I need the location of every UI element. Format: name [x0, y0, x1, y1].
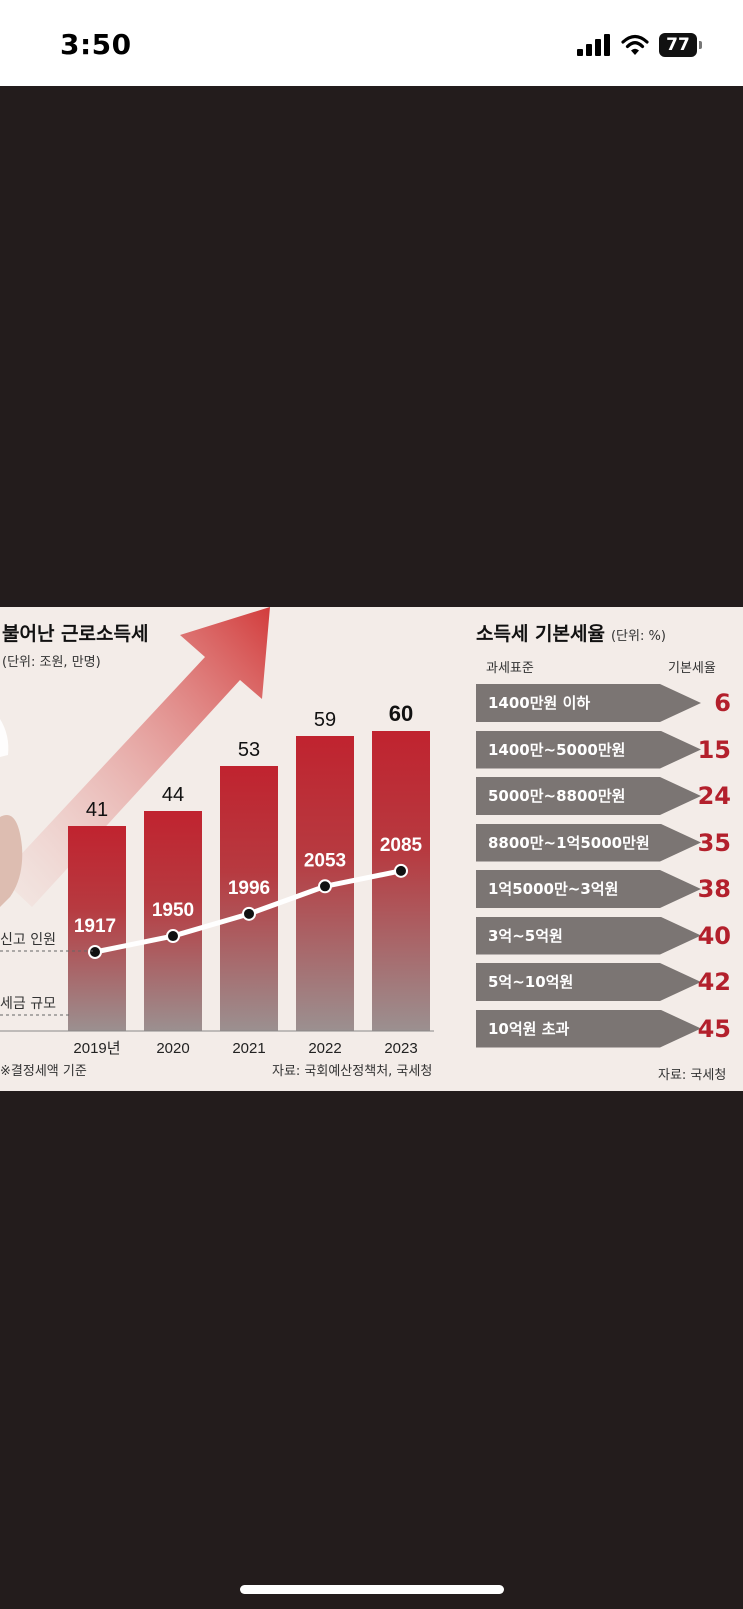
left-source: 자료: 국회예산정책처, 국세청: [272, 1064, 433, 1079]
rate-value: 15: [697, 735, 731, 764]
rate-bar: [476, 963, 701, 1001]
rate-bar: [476, 730, 701, 769]
rate-value: 24: [697, 782, 731, 810]
hand-icon: [0, 815, 23, 907]
rate-value: 38: [697, 875, 731, 903]
left-chart-unit: (단위: 조원, 만명): [2, 655, 101, 670]
bar-series: [68, 731, 430, 1031]
hand-illustration: [0, 719, 23, 907]
rate-row-1: 1400만~5000만원 15: [476, 730, 733, 769]
rate-value: 35: [697, 828, 731, 857]
x-axis-labels: 2019년 2020 2021 2022 2023: [73, 1040, 417, 1057]
bar-value-labels: 41 44 53 59 60: [86, 701, 413, 821]
decorative-arrow: [0, 607, 270, 907]
line-point-2: [242, 906, 256, 921]
arrow-icon: [0, 607, 270, 907]
x-tick-label-4: 2023: [384, 1040, 417, 1057]
rate-row-0: 1400만원 이하 6: [476, 684, 733, 722]
legend-tax: 세금 규모: [0, 996, 56, 1012]
bracket-label: 1억5000만~3억원: [488, 880, 619, 898]
right-table-title: 소득세 기본세율 (단위: %): [476, 619, 666, 646]
left-chart-title: 불어난 근로소득세: [2, 623, 149, 645]
rate-bar: [476, 916, 701, 955]
rate-row-5: 3억~5억원 40: [476, 916, 733, 955]
bar-value-label-4: 60: [389, 701, 413, 726]
rate-value: 6: [714, 689, 731, 717]
footnote: ※결정세액 기준: [0, 1064, 87, 1079]
line-point-0: [88, 945, 102, 959]
right-title-text: 소득세 기본세율: [476, 623, 605, 645]
line-point-4: [394, 863, 408, 878]
line-value-label-2: 1996: [228, 878, 270, 899]
col-rate-header: 기본세율: [668, 661, 716, 676]
cellular-signal-icon: [577, 34, 610, 56]
x-tick-label-1: 2020: [156, 1040, 189, 1057]
income-tax-chart: 41 44 53 59 60 1917 1950 1996 2053 2085 2019년 202…: [0, 607, 434, 1057]
rate-row-4: 1억5000만~3억원 38: [476, 870, 733, 908]
bar-1: [144, 811, 202, 1031]
status-icons: 77: [577, 30, 702, 60]
line-series: 1917 1950 1996 2053 2085: [74, 835, 423, 959]
bracket-label: 10억원 초과: [488, 1019, 570, 1038]
wifi-icon: [621, 34, 649, 55]
x-tick-label-3: 2022: [308, 1040, 341, 1057]
x-tick-label-2: 2021: [232, 1040, 265, 1057]
battery-level: 77: [666, 35, 690, 55]
rate-bar: [476, 823, 701, 862]
bar-value-label-3: 59: [314, 709, 336, 731]
line-point-3: [318, 879, 332, 894]
bracket-label: 5000만~8800만원: [488, 787, 626, 805]
status-time: 3:50: [60, 28, 132, 61]
bar-value-label-1: 44: [162, 784, 184, 806]
bar-value-label-2: 53: [238, 739, 260, 761]
right-table-unit: (단위: %): [610, 629, 666, 644]
bracket-label: 1400만~5000만원: [488, 740, 626, 759]
rate-row-6: 5억~10억원 42: [476, 963, 733, 1001]
status-bar: 3:50 77: [0, 0, 743, 86]
battery-icon: 77: [659, 33, 702, 57]
rate-bar: [476, 777, 701, 815]
bracket-label: 1400만원 이하: [488, 694, 591, 712]
rate-value: 42: [697, 968, 731, 996]
rate-value: 40: [697, 921, 731, 950]
bar-4: [372, 731, 430, 1031]
rate-bar: [476, 1009, 701, 1048]
infographic: 41 44 53 59 60 1917 1950 1996 2053 2085 2019년 202…: [0, 607, 743, 1091]
legend-filers: 신고 인원: [0, 932, 56, 948]
line-value-label-4: 2085: [380, 835, 423, 856]
home-indicator: [240, 1585, 504, 1594]
line-point-1: [166, 929, 180, 944]
bracket-label: 3억~5억원: [488, 926, 563, 945]
bracket-label: 5억~10억원: [488, 973, 574, 991]
line-value-label-0: 1917: [74, 916, 116, 937]
rate-row-2: 5000만~8800만원 24: [476, 777, 733, 815]
bar-0: [68, 826, 126, 1031]
bracket-label: 8800만~1억5000만원: [488, 833, 650, 852]
col-bracket-header: 과세표준: [486, 661, 534, 676]
x-tick-label-0: 2019년: [73, 1040, 120, 1057]
line-value-label-3: 2053: [304, 850, 346, 871]
rate-row-3: 8800만~1억5000만원 35: [476, 823, 733, 862]
bar-2: [220, 766, 278, 1031]
line-value-label-1: 1950: [152, 900, 194, 921]
rate-row-7: 10억원 초과 45: [476, 1009, 733, 1048]
rate-value: 45: [697, 1014, 731, 1043]
rate-bar: [476, 870, 701, 908]
rate-bar: [476, 684, 701, 722]
right-source: 자료: 국세청: [658, 1068, 727, 1083]
bar-value-label-0: 41: [86, 799, 108, 821]
